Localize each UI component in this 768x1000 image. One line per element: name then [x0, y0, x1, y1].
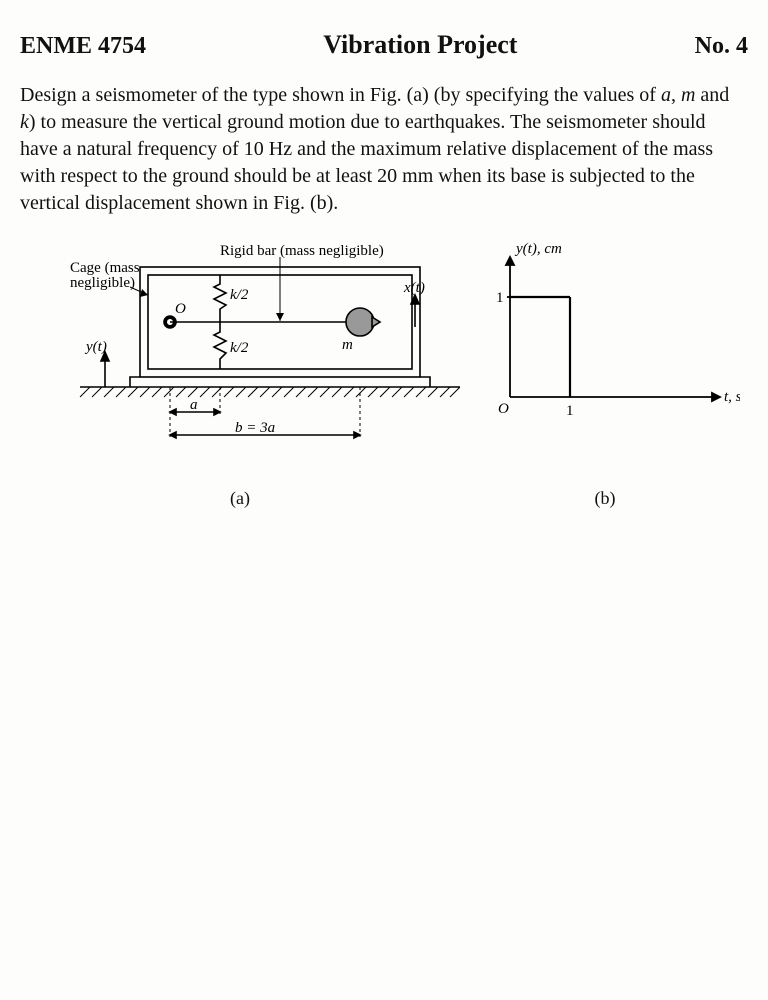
figure-b: y(t), cm t, sec 1 1 O (b): [470, 237, 740, 509]
figb-ytick-1: 1: [496, 290, 504, 306]
figures-row: Cage (mass negligible) Rigid bar (mass n…: [20, 237, 748, 509]
figure-a: Cage (mass negligible) Rigid bar (mass n…: [20, 237, 460, 509]
course-code: ENME 4754: [20, 33, 146, 60]
figure-a-caption: (a): [20, 488, 460, 509]
label-spring-top: k/2: [230, 287, 249, 303]
label-x-of-t: x(t): [403, 280, 425, 296]
figb-xlabel: t, sec: [724, 389, 740, 405]
label-spring-bottom: k/2: [230, 340, 249, 356]
figb-xtick-1: 1: [566, 403, 574, 419]
page-header: ENME 4754 Vibration Project No. 4: [20, 30, 748, 60]
figure-a-svg: Cage (mass negligible) Rigid bar (mass n…: [20, 237, 460, 477]
figb-origin: O: [498, 401, 509, 417]
label-cage-line1: Cage (mass: [70, 260, 140, 276]
label-mass-m: m: [342, 337, 353, 353]
label-y-of-t: y(t): [84, 339, 107, 355]
label-rigidbar: Rigid bar (mass negligible): [220, 243, 384, 259]
figb-ylabel: y(t), cm: [514, 241, 562, 257]
figure-b-svg: y(t), cm t, sec 1 1 O: [470, 237, 740, 477]
dim-b: b = 3a: [235, 420, 275, 436]
dim-a: a: [190, 397, 198, 413]
problem-statement: Design a seismometer of the type shown i…: [20, 82, 748, 217]
problem-number: No. 4: [695, 33, 748, 60]
page-title: Vibration Project: [323, 30, 517, 60]
figure-b-caption: (b): [470, 488, 740, 509]
problem-text: Design a seismometer of the type shown i…: [20, 84, 729, 214]
label-origin-O: O: [175, 301, 186, 317]
label-cage-line2: negligible): [70, 275, 135, 291]
